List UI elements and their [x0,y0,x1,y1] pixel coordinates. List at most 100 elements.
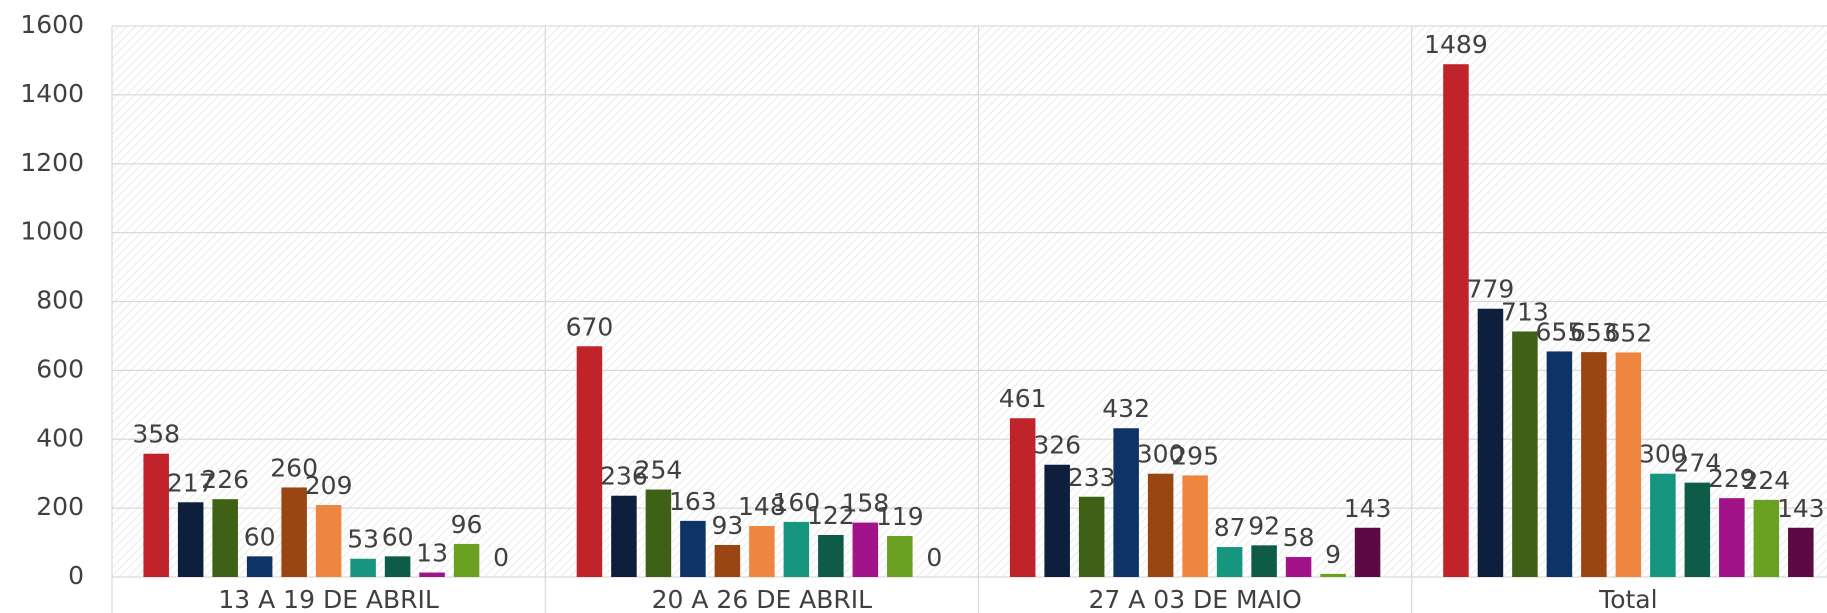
bar [1719,498,1745,577]
x-tick-label: 20 A 26 DE ABRIL [652,585,873,613]
bar [749,526,775,577]
data-label: 1489 [1424,30,1488,59]
bar [1251,545,1277,577]
data-label: 96 [451,510,483,539]
y-tick-label: 0 [68,561,84,590]
data-label: 229 [1708,464,1756,493]
bar [1147,473,1174,577]
bar [1285,557,1312,577]
bar [1615,352,1642,577]
data-label: 295 [1171,441,1219,470]
bar [212,499,238,577]
data-label: 300 [1137,440,1185,469]
bar [611,495,637,577]
bar [143,453,169,577]
data-label: 209 [305,471,353,500]
x-tick-label: Total [1598,585,1657,613]
y-tick-label: 1000 [20,217,84,246]
bar [1216,547,1243,577]
data-label: 122 [807,501,855,530]
bar [1581,352,1607,577]
y-tick-label: 1600 [20,10,84,39]
bar [1009,418,1036,577]
bar [1443,64,1469,577]
data-label: 163 [669,487,717,516]
data-label: 53 [347,525,379,554]
data-label: 143 [1777,494,1825,523]
data-label: 92 [1248,511,1280,540]
bar [1512,331,1538,577]
bar [453,543,480,577]
bar [1044,464,1070,577]
data-label: 160 [773,488,821,517]
bar [281,487,307,577]
bar [714,544,741,577]
data-label: 254 [635,456,683,485]
bar [645,489,672,577]
data-label: 217 [167,468,215,497]
bar [1113,428,1139,577]
bar [818,534,844,577]
y-tick-label: 800 [36,286,84,315]
bar [1320,573,1346,577]
data-label: 58 [1283,523,1315,552]
data-label: 0 [493,543,509,572]
data-label: 87 [1214,513,1246,542]
data-label: 653 [1570,318,1618,347]
y-tick-label: 1400 [20,79,84,108]
bar [350,558,376,577]
data-label: 236 [600,462,648,491]
data-label: 260 [270,453,318,482]
data-label: 326 [1033,431,1081,460]
data-label: 670 [566,312,614,341]
bar [177,502,204,577]
bar [315,505,342,577]
bar [680,520,706,577]
data-label: 713 [1501,297,1549,326]
bar [1182,475,1208,577]
y-tick-label: 400 [36,423,84,452]
bar [1753,499,1780,577]
bar [1546,351,1573,577]
bar [1078,496,1105,577]
data-label: 233 [1068,463,1116,492]
data-label: 60 [244,522,276,551]
data-label: 9 [1325,540,1341,569]
bar [1477,308,1504,577]
data-label: 0 [926,543,942,572]
data-label: 652 [1605,318,1653,347]
x-tick-label: 27 A 03 DE MAIO [1088,585,1301,613]
data-label: 13 [416,539,448,568]
bar [246,556,273,577]
data-label: 119 [876,502,924,531]
bar [576,346,603,577]
data-label: 461 [999,384,1047,413]
data-label: 226 [201,465,249,494]
bar [783,521,810,577]
bar [1650,473,1676,577]
data-label: 779 [1467,275,1515,304]
data-label: 358 [132,420,180,449]
data-label: 143 [1344,494,1392,523]
x-tick-label: 13 A 19 DE ABRIL [218,585,439,613]
data-label: 93 [711,511,743,540]
data-label: 60 [382,522,414,551]
data-label: 158 [841,489,889,518]
y-tick-label: 1200 [20,148,84,177]
data-label: 300 [1639,440,1687,469]
bar [419,572,445,577]
bar [384,556,411,577]
y-tick-label: 600 [36,354,84,383]
y-tick-label: 200 [36,492,84,521]
bar [1354,527,1381,577]
data-label: 148 [738,492,786,521]
data-label: 224 [1742,466,1790,495]
bar [1788,527,1814,577]
bar [887,536,913,577]
bar [852,522,879,577]
data-label: 655 [1536,317,1584,346]
bar [1684,482,1711,577]
data-label: 274 [1673,449,1721,478]
